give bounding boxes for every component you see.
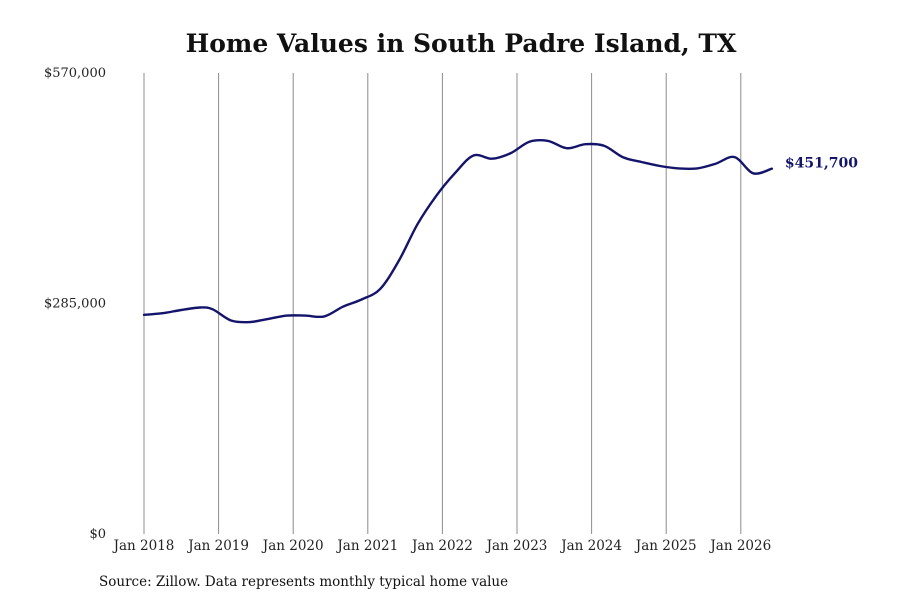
x-tick-label: Jan 2023 <box>485 538 548 554</box>
source-note: Source: Zillow. Data represents monthly … <box>99 574 508 590</box>
y-tick-label: $0 <box>89 527 106 542</box>
x-axis: Jan 2018 Jan 2019 Jan 2020 Jan 2021 Jan 2022… <box>112 538 772 554</box>
end-value-label: $451,700 <box>785 156 858 172</box>
x-tick-label: Jan 2022 <box>410 538 473 554</box>
y-tick-label: $285,000 <box>44 297 106 312</box>
vertical-gridlines <box>143 73 742 534</box>
chart-title: Home Values in South Padre Island, TX <box>186 29 737 58</box>
series-line-group <box>142 138 774 324</box>
x-tick-label: Jan 2020 <box>261 538 324 554</box>
y-tick-label: $570,000 <box>44 66 106 81</box>
x-tick-label: Jan 2025 <box>634 538 697 554</box>
y-axis: $0 $285,000 $570,000 <box>44 66 106 542</box>
x-tick-label: Jan 2021 <box>335 538 398 554</box>
x-tick-label: Jan 2018 <box>112 538 175 554</box>
x-tick-label: Jan 2026 <box>708 538 771 554</box>
series-line <box>142 138 774 324</box>
x-tick-label: Jan 2019 <box>186 538 249 554</box>
x-tick-label: Jan 2024 <box>559 538 622 554</box>
